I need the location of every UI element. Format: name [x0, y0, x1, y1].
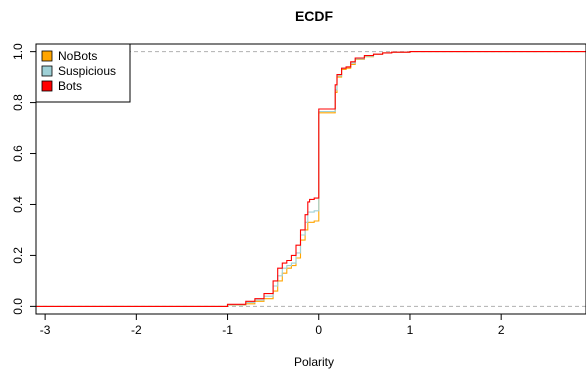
x-tick-label: 0	[315, 323, 322, 337]
y-tick-label: 1.0	[11, 43, 25, 60]
x-tick-label: -3	[40, 323, 51, 337]
plot-frame	[35, 43, 586, 315]
x-axis: -3 -2 -1 0 1 2	[40, 314, 505, 337]
y-tick-label: 0.2	[11, 247, 25, 264]
chart-title: ECDF	[295, 8, 334, 24]
legend-swatch-suspicious	[41, 65, 53, 77]
x-tick-label: -2	[131, 323, 142, 337]
x-tick-label: 2	[498, 323, 505, 337]
legend-label-suspicious: Suspicious	[58, 64, 116, 78]
series-line-bots	[36, 51, 586, 307]
x-tick-label: 1	[407, 323, 414, 337]
legend-swatch-bots	[41, 80, 53, 92]
y-tick-label: 0.4	[11, 196, 25, 213]
y-tick-label: 0.0	[11, 298, 25, 315]
y-tick-label: 0.8	[11, 94, 25, 111]
y-axis: 0.0 0.2 0.4 0.6 0.8 1.0	[11, 43, 36, 315]
y-tick-label: 0.6	[11, 145, 25, 162]
legend-label-bots: Bots	[58, 79, 82, 93]
x-tick-label: -1	[222, 323, 233, 337]
series-lines	[36, 51, 586, 307]
x-axis-label: Polarity	[294, 355, 334, 369]
legend-swatch-nobots	[41, 50, 53, 62]
legend-label-nobots: NoBots	[58, 49, 97, 63]
